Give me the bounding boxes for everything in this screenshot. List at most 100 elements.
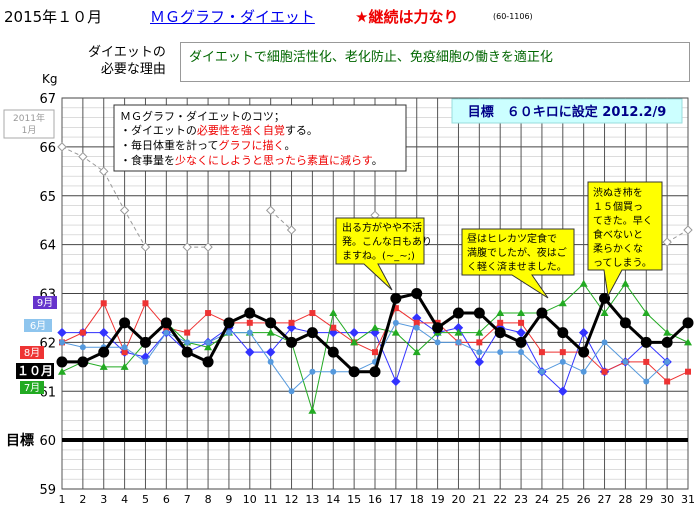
point-current — [453, 308, 464, 319]
x-tick-label: 2 — [79, 493, 86, 506]
point-jun — [476, 349, 482, 355]
point-current — [641, 337, 652, 348]
x-tick-label: 14 — [326, 493, 340, 506]
point-jun — [518, 349, 524, 355]
y-tick-label: 59 — [39, 483, 56, 498]
y-tick-label: 67 — [39, 92, 56, 107]
point-current — [474, 308, 485, 319]
x-tick-label: 25 — [556, 493, 570, 506]
point-current — [536, 308, 547, 319]
x-tick-label: 18 — [410, 493, 424, 506]
point-aug — [602, 369, 608, 375]
point-current — [328, 347, 339, 358]
point-jun — [205, 339, 211, 345]
point-jun — [80, 344, 86, 350]
legend-oct-label: １０月 — [17, 364, 53, 378]
point-current — [370, 366, 381, 377]
point-aug — [685, 369, 691, 375]
x-tick-label: 5 — [142, 493, 149, 506]
callout-3-line5: 柔らかくな — [593, 243, 643, 255]
point-current — [349, 366, 360, 377]
x-tick-label: 1 — [59, 493, 66, 506]
point-aug — [497, 320, 503, 326]
legend-aug: 8月 — [20, 346, 44, 359]
x-tick-label: 24 — [535, 493, 549, 506]
x-tick-label: 11 — [264, 493, 278, 506]
goal-banner-text: 目標 ６０キロに設定 2012.2/9 — [468, 104, 667, 120]
point-aug — [372, 349, 378, 355]
point-current — [286, 337, 297, 348]
point-aug — [476, 339, 482, 345]
point-aug — [309, 310, 315, 316]
point-aug — [643, 359, 649, 365]
point-current — [265, 317, 276, 328]
point-current — [620, 317, 631, 328]
x-tick-label: 8 — [205, 493, 212, 506]
point-current — [578, 347, 589, 358]
tips-title: ＭＧグラフ・ダイエットのコツ； — [120, 109, 285, 123]
point-current — [119, 317, 130, 328]
x-tick-label: 4 — [121, 493, 128, 506]
goal-label: 目標 — [6, 432, 34, 449]
tips-line2-pre: ・毎日体重を計って — [120, 138, 218, 152]
point-jun — [664, 359, 670, 365]
point-jun — [247, 330, 253, 336]
point-aug — [518, 320, 524, 326]
point-current — [432, 322, 443, 333]
callout-3-line4: 食べないと — [593, 228, 643, 241]
tips-line3-em: 少なくにしようと思ったら素直に減らす — [175, 153, 373, 167]
y-tick-label: 66 — [39, 141, 56, 156]
point-jun — [330, 369, 336, 375]
callout-3-line6: ってしまう。 — [593, 257, 652, 269]
point-current — [161, 317, 172, 328]
point-current — [557, 327, 568, 338]
goal-banner: 目標 ６０キロに設定 2012.2/9 — [452, 99, 682, 123]
point-current — [77, 356, 88, 367]
point-aug — [205, 310, 211, 316]
tips-line1-pre: ・ダイエットの — [120, 123, 197, 137]
point-current — [390, 293, 401, 304]
callout-2-line2: 満腹でしたが、夜はご — [467, 246, 567, 259]
point-aug — [247, 320, 253, 326]
point-jun — [560, 359, 566, 365]
tips-line2-em: グラフに描く — [218, 138, 284, 152]
x-tick-label: 16 — [368, 493, 382, 506]
legend-2011: 2011年 1月 — [4, 110, 54, 138]
callout-1-line3: ますね。(~_~;) — [342, 250, 415, 262]
point-jun — [309, 369, 315, 375]
point-current — [140, 337, 151, 348]
x-tick-label: 12 — [285, 493, 299, 506]
point-aug — [80, 330, 86, 336]
x-tick-label: 26 — [577, 493, 591, 506]
legend-jul: 7月 — [20, 381, 44, 394]
point-jun — [414, 325, 420, 331]
legend-oct: １０月 — [16, 363, 54, 379]
x-tick-label: 23 — [514, 493, 528, 506]
y-tick-labels: 596162636465666760 — [39, 92, 56, 498]
point-jun — [455, 339, 461, 345]
tips-box: ＭＧグラフ・ダイエットのコツ； ・ダイエットの必要性を強く自覚する。 ・毎日体重… — [114, 105, 406, 171]
x-tick-label: 22 — [493, 493, 507, 506]
point-jun — [122, 344, 128, 350]
x-tick-label: 13 — [305, 493, 319, 506]
point-jun — [226, 330, 232, 336]
point-aug — [101, 300, 107, 306]
point-current — [683, 317, 694, 328]
point-current — [98, 347, 109, 358]
tips-line3: ・食事量を少なくにしようと思ったら素直に減らす。 — [120, 153, 383, 167]
point-jun — [602, 339, 608, 345]
point-jun — [163, 330, 169, 336]
point-current — [223, 317, 234, 328]
callout-1-line1: 出る方がやや不活 — [342, 221, 422, 234]
y-tick-label: 64 — [39, 239, 56, 254]
tips-line3-post: 。 — [372, 154, 383, 167]
tips-line1: ・ダイエットの必要性を強く自覚する。 — [120, 123, 318, 137]
tips-line3-pre: ・食事量を — [120, 153, 175, 167]
point-aug — [539, 349, 545, 355]
point-jun — [435, 339, 441, 345]
legend-2011-line1: 2011年 — [13, 112, 45, 124]
point-current — [307, 327, 318, 338]
point-jun — [539, 369, 545, 375]
legend-jun: 6月 — [24, 319, 52, 332]
point-jun — [184, 339, 190, 345]
